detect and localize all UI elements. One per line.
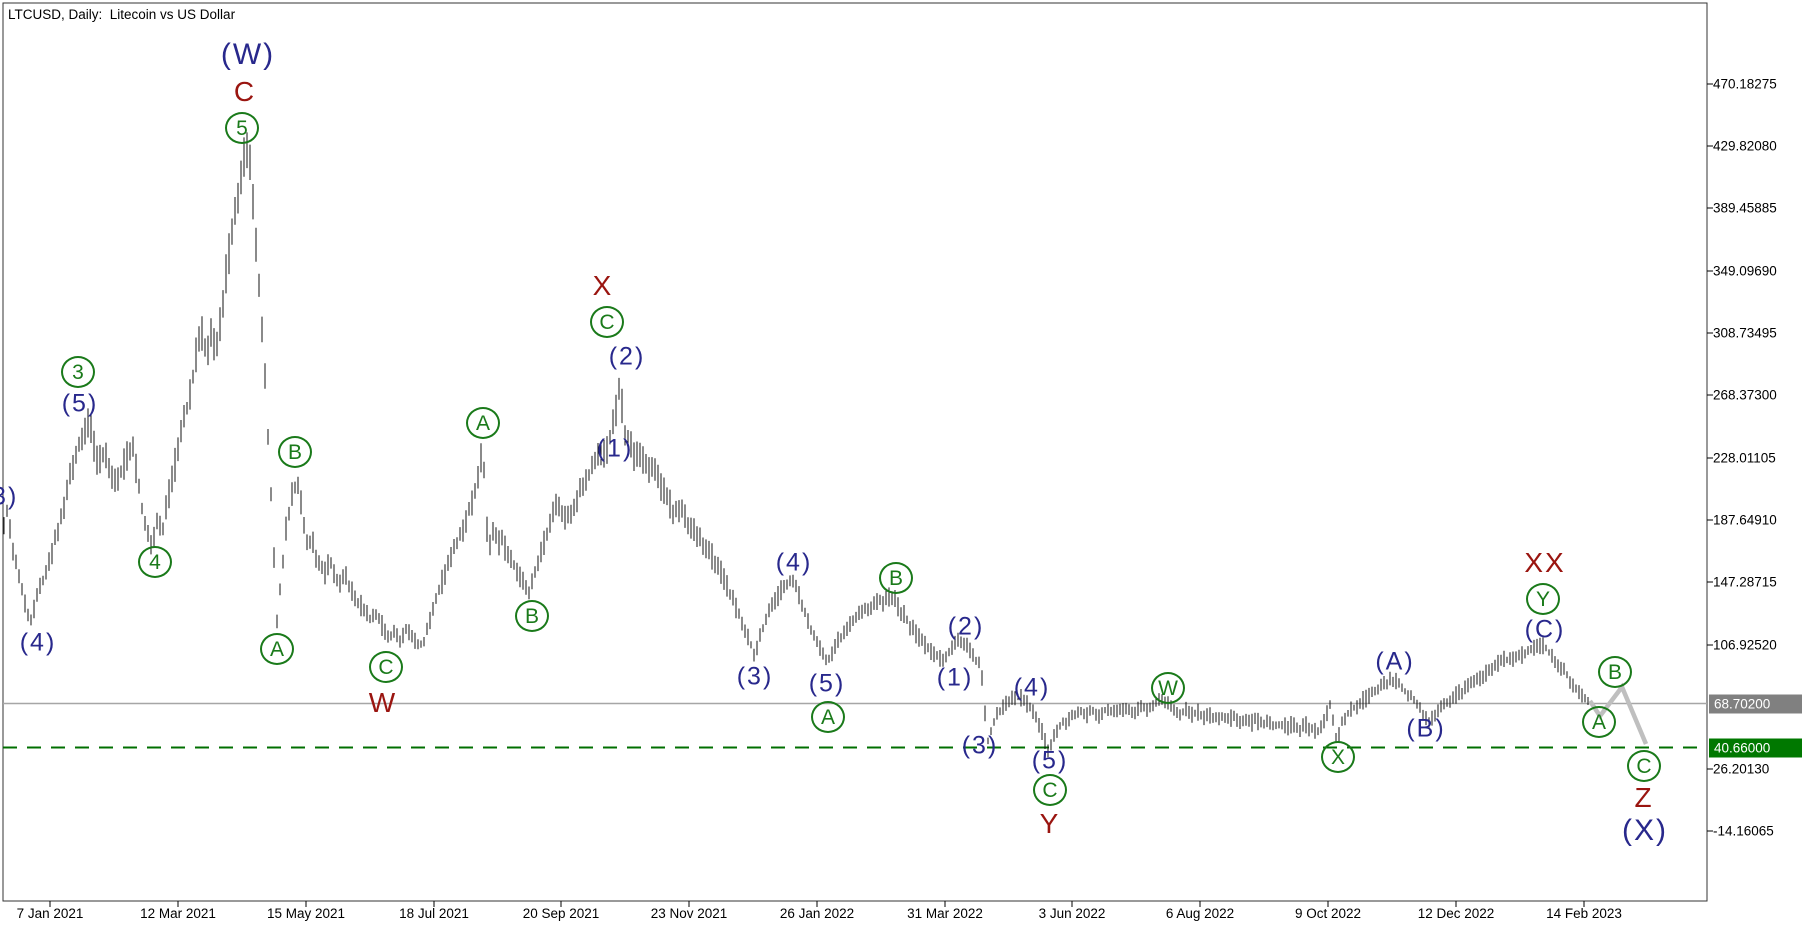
x-axis-label: 31 Mar 2022: [907, 906, 983, 921]
wave-label-circled[interactable]: B: [515, 600, 549, 632]
y-axis-label: -14.16065: [1713, 823, 1774, 839]
y-axis-label: 228.01105: [1713, 450, 1776, 466]
x-axis-label: 20 Sep 2021: [522, 906, 600, 921]
wave-label-circled[interactable]: B: [879, 562, 913, 594]
x-axis-label: 15 May 2021: [266, 906, 346, 921]
chart-title: LTCUSD, Daily: Litecoin vs US Dollar: [8, 7, 236, 22]
y-axis-label: 429.82080: [1713, 138, 1777, 154]
x-axis-label: 9 Oct 2022: [1294, 906, 1362, 921]
wave-label-circled[interactable]: C: [1033, 774, 1067, 806]
plot-border: [2, 2, 1708, 902]
wave-label-blue[interactable]: (3): [961, 731, 999, 760]
wave-label-blue[interactable]: (W): [220, 38, 276, 71]
y-axis-label: 389.45885: [1713, 200, 1777, 216]
wave-label-blue[interactable]: (5): [808, 669, 846, 698]
current-price-tag: 68.70200: [1709, 694, 1802, 713]
price-bars[interactable]: [3, 132, 1589, 758]
wave-label-blue[interactable]: (X): [1622, 814, 1668, 847]
wave-label-circled[interactable]: X: [1321, 741, 1355, 773]
wave-label-red[interactable]: X: [592, 270, 614, 301]
y-axis-label: 349.09690: [1713, 263, 1777, 279]
y-axis-label: 470.18275: [1713, 76, 1777, 92]
x-axis-label: 14 Feb 2023: [1546, 906, 1622, 921]
wave-label-blue[interactable]: (3): [0, 482, 19, 511]
wave-label-circled[interactable]: B: [1598, 656, 1632, 688]
wave-label-circled[interactable]: B: [278, 436, 312, 468]
wave-label-blue[interactable]: (5): [61, 389, 99, 418]
y-axis-label: 147.28715: [1713, 574, 1777, 590]
wave-label-blue[interactable]: (1): [596, 434, 634, 463]
y-axis-label: 26.20130: [1713, 761, 1770, 777]
axis-ticks: [49, 83, 1713, 907]
wave-label-red[interactable]: W: [368, 687, 398, 718]
wave-label-circled[interactable]: C: [369, 651, 403, 683]
wave-label-circled[interactable]: A: [260, 633, 294, 665]
wave-label-blue[interactable]: (5): [1031, 746, 1069, 775]
wave-label-blue[interactable]: (B): [1406, 714, 1446, 743]
wave-label-blue[interactable]: (C): [1524, 615, 1566, 644]
wave-label-red[interactable]: C: [233, 76, 257, 107]
wave-label-blue[interactable]: (4): [1013, 673, 1051, 702]
x-axis-label: 7 Jan 2021: [16, 906, 84, 921]
wave-label-circled[interactable]: A: [1582, 706, 1616, 738]
wave-label-circled[interactable]: A: [466, 407, 500, 439]
support-price-tag: 40.66000: [1709, 738, 1802, 757]
wave-label-blue[interactable]: (4): [775, 548, 813, 577]
wave-label-circled[interactable]: C: [1627, 750, 1661, 782]
x-axis-label: 12 Mar 2021: [140, 906, 216, 921]
x-axis-label: 26 Jan 2022: [779, 906, 855, 921]
wave-label-circled[interactable]: 5: [225, 112, 259, 144]
x-axis-label: 18 Jul 2021: [399, 906, 469, 921]
y-axis-label: 268.37300: [1713, 387, 1777, 403]
wave-label-blue[interactable]: (A): [1375, 647, 1415, 676]
wave-label-blue[interactable]: (4): [19, 628, 57, 657]
y-axis-label: 308.73495: [1713, 325, 1777, 341]
x-axis-label: 6 Aug 2022: [1165, 906, 1235, 921]
y-axis-label: 106.92520: [1713, 637, 1777, 653]
x-axis-label: 23 Nov 2021: [650, 906, 728, 921]
x-axis-label: 12 Dec 2022: [1417, 906, 1495, 921]
wave-label-red[interactable]: Y: [1039, 808, 1061, 839]
y-axis-label: 187.64910: [1713, 512, 1777, 528]
wave-label-red[interactable]: XX: [1524, 547, 1566, 578]
wave-label-blue[interactable]: (2): [947, 612, 985, 641]
wave-label-circled[interactable]: A: [811, 701, 845, 733]
wave-label-blue[interactable]: (3): [736, 662, 774, 691]
wave-label-circled[interactable]: W: [1151, 672, 1185, 704]
wave-label-circled[interactable]: 3: [61, 356, 95, 388]
wave-label-circled[interactable]: 4: [138, 546, 172, 578]
x-axis-label: 3 Jun 2022: [1038, 906, 1106, 921]
wave-label-blue[interactable]: (1): [936, 663, 974, 692]
wave-label-red[interactable]: Z: [1634, 782, 1654, 813]
wave-label-blue[interactable]: (2): [608, 342, 646, 371]
wave-label-circled[interactable]: C: [590, 306, 624, 338]
wave-label-circled[interactable]: Y: [1526, 583, 1560, 615]
